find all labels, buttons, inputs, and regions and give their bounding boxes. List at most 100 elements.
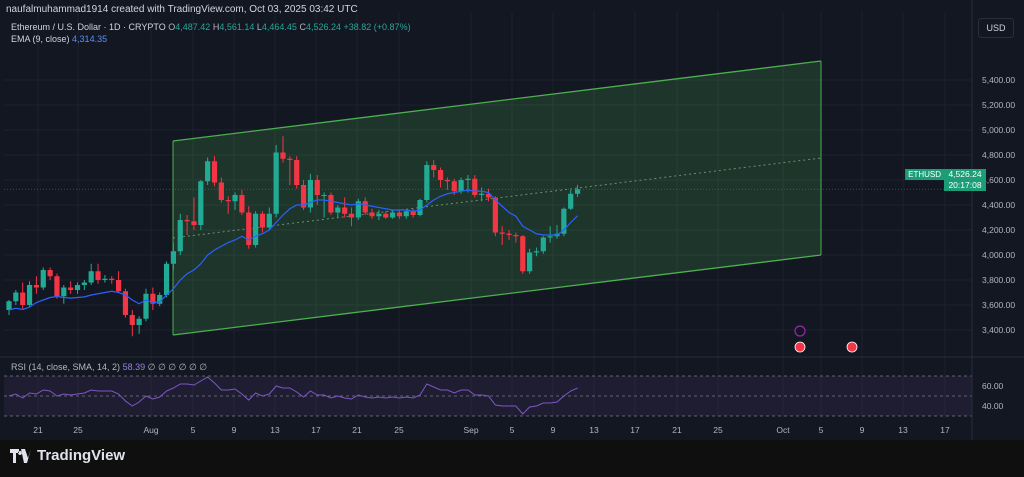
- candle-body: [424, 165, 430, 200]
- time-axis-label: 9: [232, 425, 237, 435]
- candle-body: [390, 212, 396, 218]
- candle-body: [259, 213, 266, 228]
- candle-body: [218, 182, 224, 200]
- price-axis-label: 5,000.00: [982, 125, 1015, 135]
- candle-body: [479, 193, 485, 195]
- price-chart-svg[interactable]: 5,400.00 5,200.00 5,000.00 4,800.00 4,600.00…: [0, 0, 1024, 440]
- candle-body: [444, 180, 450, 182]
- currency-button[interactable]: USD: [978, 18, 1014, 38]
- candle-body: [307, 180, 313, 208]
- candle-body: [163, 263, 170, 295]
- time-axis-label: 13: [270, 425, 280, 435]
- candle-body: [472, 178, 478, 195]
- us-flag-event-icon: [846, 341, 858, 353]
- candle-body: [225, 200, 231, 202]
- low-value: 4,464.45: [261, 22, 297, 32]
- time-axis-label: Sep: [463, 425, 478, 435]
- time-axis-label: Aug: [143, 425, 158, 435]
- candle-body: [314, 180, 320, 195]
- candle-body: [410, 211, 416, 215]
- price-tag-price-row: ETHUSD 4,526.24: [944, 169, 986, 180]
- price-axis-label: 3,800.00: [982, 275, 1015, 285]
- candle-body: [246, 212, 252, 245]
- candle-body: [431, 165, 437, 170]
- candle-body: [129, 315, 135, 325]
- candle-body: [122, 291, 129, 315]
- candle-body: [54, 276, 60, 297]
- candle-body: [253, 213, 259, 245]
- rsi-line: [8, 376, 578, 415]
- time-axis-label: 17: [630, 425, 640, 435]
- candle-body: [47, 270, 53, 277]
- time-axis-label: 25: [394, 425, 404, 435]
- time-axis-label: 13: [898, 425, 908, 435]
- candle-body: [177, 220, 183, 252]
- chart-area[interactable]: 5,400.00 5,200.00 5,000.00 4,800.00 4,600.00…: [0, 0, 1024, 440]
- candle-body: [61, 287, 67, 297]
- time-axis-label: 21: [672, 425, 682, 435]
- candle-body: [355, 201, 361, 218]
- candle-body: [157, 295, 163, 304]
- tradingview-logo[interactable]: TradingView: [10, 447, 125, 464]
- candle-body: [362, 201, 368, 213]
- candle-body: [437, 170, 444, 180]
- time-axis-label: 25: [713, 425, 723, 435]
- candle-body: [95, 271, 101, 280]
- ema-value: 4,314.35: [72, 34, 108, 44]
- ema-label[interactable]: EMA (9, close): [11, 34, 70, 44]
- candle-body: [74, 285, 81, 290]
- low-label: L: [256, 22, 262, 32]
- candle-body: [81, 282, 87, 285]
- candle-body: [383, 213, 389, 218]
- candle-body: [369, 212, 375, 217]
- rsi-axis-label: 40.00: [982, 401, 1004, 411]
- open-label: O: [168, 22, 176, 32]
- candle-body: [513, 235, 519, 237]
- candle-body: [533, 251, 540, 253]
- candle-body: [191, 221, 197, 225]
- candle-body: [184, 220, 190, 222]
- time-axis-label: Oct: [776, 425, 790, 435]
- channel-top-line: [172, 60, 822, 142]
- candle-body: [20, 292, 26, 305]
- rsi-label[interactable]: RSI (14, close, SMA, 14, 2): [11, 362, 121, 372]
- us-flag-event-icon: [794, 341, 806, 353]
- candle-body: [136, 318, 142, 325]
- candle-body: [492, 197, 498, 233]
- time-axis-label: 5: [819, 425, 824, 435]
- time-axis-label: 17: [311, 425, 321, 435]
- rsi-axis-label: 60.00: [982, 381, 1004, 391]
- attribution-text: naufalmuhammad1914 created with TradingV…: [6, 4, 358, 15]
- symbol-legend[interactable]: Ethereum / U.S. Dollar · 1D · CRYPTO O 4,…: [11, 22, 411, 32]
- time-axis-label: 5: [191, 425, 196, 435]
- candle-body: [88, 271, 94, 283]
- candle-body: [458, 180, 464, 192]
- candle-body: [109, 278, 115, 280]
- time-axis-label: 21: [33, 425, 43, 435]
- candle-body: [33, 285, 39, 288]
- close-label: C: [299, 22, 306, 32]
- candle-body: [205, 161, 211, 182]
- time-axis-label: 25: [73, 425, 83, 435]
- candle-body: [13, 292, 19, 302]
- rsi-legend[interactable]: RSI (14, close, SMA, 14, 2) 58.39 ∅ ∅ ∅ …: [11, 362, 207, 373]
- price-tag-countdown: 20:17:08: [948, 180, 982, 190]
- candle-body: [499, 232, 505, 234]
- candle-body: [328, 195, 334, 213]
- candle-body: [335, 207, 341, 213]
- ema-legend[interactable]: EMA (9, close) 4,314.35: [11, 34, 107, 44]
- candle-body: [150, 293, 156, 304]
- channel-bottom-line: [172, 254, 822, 336]
- candle-body: [211, 161, 218, 183]
- candle-body: [376, 213, 382, 217]
- symbol-name[interactable]: Ethereum / U.S. Dollar · 1D · CRYPTO: [11, 22, 166, 32]
- time-axis-label: 9: [860, 425, 865, 435]
- price-axis-label: 4,200.00: [982, 225, 1015, 235]
- candle-body: [300, 185, 307, 208]
- candle-body: [417, 200, 423, 215]
- candle-body: [465, 178, 471, 180]
- candle-body: [266, 213, 272, 228]
- candle-body: [540, 237, 546, 252]
- price-tag-price: 4,526.24: [948, 169, 982, 179]
